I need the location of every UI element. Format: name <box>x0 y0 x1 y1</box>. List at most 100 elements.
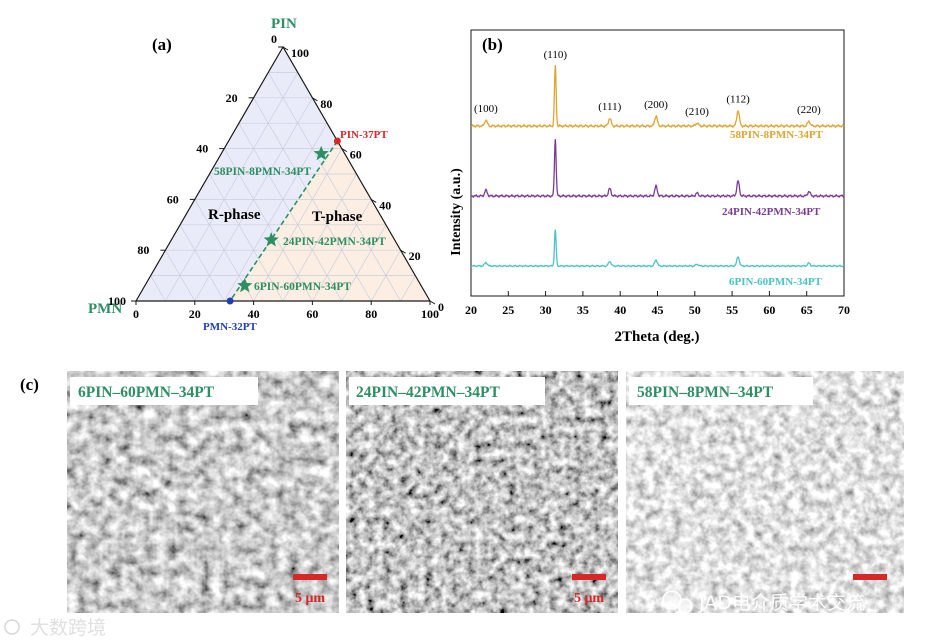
left-tick-label: 40 <box>196 142 208 156</box>
scale-bar-label: 5 μm <box>574 591 604 606</box>
grid-line <box>370 250 401 302</box>
left-tick-label: 80 <box>137 243 149 257</box>
peak-label-110: (110) <box>544 49 568 61</box>
right-tick-label: 20 <box>409 249 421 263</box>
grid-line <box>165 250 196 302</box>
peak-label-210: (210) <box>685 106 709 118</box>
composition-label-58pin: 58PIN-8PMN-34PT <box>214 166 311 178</box>
pmn32pt-label: PMN-32PT <box>203 321 257 333</box>
bottom-tick-label: 100 <box>421 307 439 321</box>
xrd-x-ticks <box>470 291 845 296</box>
grid-line <box>209 173 284 302</box>
xrd-series-label-58pin: 58PIN-8PMN-34PT <box>730 129 824 141</box>
left-tick-label: 100 <box>108 294 126 308</box>
t-phase-region <box>230 140 430 301</box>
right-tick-label: 40 <box>379 198 391 212</box>
xrd-series-label-6pin: 6PIN-60PMN-34PT <box>729 276 823 288</box>
sem-image-58pin: 58PIN–8PMN–34PT <box>626 371 904 613</box>
composition-star-58pin <box>313 145 329 161</box>
r-phase-label: R-phase <box>208 207 261 223</box>
bottom-tick-label: 20 <box>189 307 201 321</box>
grid-line <box>312 199 372 302</box>
pmn-vertex-label: PMN <box>88 301 122 317</box>
xrd-x-tick-label: 50 <box>689 303 701 317</box>
xrd-x-tick-label: 25 <box>502 303 514 317</box>
pin37pt-label: PIN-37PT <box>340 129 388 141</box>
sem-image-6pin: 6PIN–60PMN–34PT 5 μm <box>67 371 339 613</box>
tick-mark <box>312 97 318 102</box>
panel-b-label: (b) <box>482 35 503 54</box>
watermark-right-text: JAD电介质学术交流 <box>698 592 865 614</box>
composition-label-6pin: 6PIN-60PMN-34PT <box>254 281 351 293</box>
composition-star-24pin <box>263 232 279 247</box>
xrd-y-axis-label: Intensity (a.u.) <box>449 168 464 256</box>
xrd-x-tick-label: 65 <box>801 303 813 317</box>
grid-line <box>165 72 299 302</box>
peak-label-220: (220) <box>797 104 821 116</box>
right-tick-label: 60 <box>350 148 362 162</box>
sem-texture <box>67 371 339 613</box>
watermark-right: JAD电介质学术交流 <box>662 590 865 614</box>
sem-title-24pin: 24PIN–42PMN–34PT <box>356 384 500 401</box>
panel-c-label: (c) <box>20 375 39 394</box>
xrd-x-tick-label: 20 <box>465 303 477 317</box>
panel-a-ternary: (a) PIN PMN 0 20 40 60 80 100 100 80 60 … <box>88 16 444 333</box>
grid-line <box>150 275 166 302</box>
xrd-x-tick-label: 55 <box>726 303 738 317</box>
xrd-series-24pin <box>470 139 845 199</box>
scale-bar-label: 5 μm <box>295 591 325 606</box>
xrd-x-axis-label: 2Theta (deg.) <box>615 329 700 345</box>
ternary-grid <box>150 72 416 302</box>
tick-mark <box>370 198 377 203</box>
xrd-x-tick-label: 30 <box>540 303 552 317</box>
xrd-x-tick-label: 45 <box>652 303 664 317</box>
composition-star-6pin <box>237 277 253 293</box>
sem-image-24pin: 24PIN–42PMN–34PT 5 μm <box>346 371 618 613</box>
watermark-logo-icon <box>4 619 20 635</box>
xrd-plot-frame <box>470 29 845 297</box>
peak-label-100: (100) <box>474 103 498 115</box>
grid-line <box>341 224 387 302</box>
xrd-series-6pin <box>470 229 845 268</box>
right-tick-label: 80 <box>320 97 332 111</box>
grid-line <box>282 173 357 302</box>
bottom-tick-label: 40 <box>248 307 260 321</box>
wechat-icon-bubble <box>677 598 693 614</box>
peak-label-200: (200) <box>644 99 668 111</box>
left-tick-label: 60 <box>167 192 179 206</box>
ternary-outline <box>134 45 432 302</box>
panel-c-sem-images: (c) 6PIN–60PMN–34PT 5 μm 24PIN–42PMN–34P… <box>20 371 904 613</box>
tick-mark <box>400 249 406 254</box>
grid-line <box>238 123 343 302</box>
left-tick-label: 0 <box>271 32 277 46</box>
scale-bar <box>293 574 327 580</box>
bottom-tick-label: 60 <box>306 307 318 321</box>
bottom-tick-label: 0 <box>133 307 139 321</box>
xrd-x-tick-label: 35 <box>577 303 589 317</box>
grid-line <box>223 123 328 302</box>
sem-title-6pin: 6PIN–60PMN–34PT <box>78 384 215 401</box>
tick-mark <box>341 148 348 153</box>
sem-title-box <box>349 377 545 405</box>
mpb-dashed-line <box>229 140 339 302</box>
grid-line <box>400 275 416 302</box>
sem-texture <box>346 371 618 613</box>
bottom-tick-label: 80 <box>365 307 377 321</box>
scale-bar <box>572 574 606 580</box>
pmn32pt-marker <box>226 297 234 305</box>
xrd-x-tick-label: 40 <box>614 303 626 317</box>
left-tick-label: 20 <box>226 91 238 105</box>
scale-bar <box>853 574 887 580</box>
tick-mark <box>282 46 289 51</box>
grid-line <box>179 224 225 302</box>
watermark-left-text: 大数跨境 <box>30 617 106 639</box>
t-phase-label: T-phase <box>312 209 363 225</box>
xrd-x-tick-label: 60 <box>763 303 775 317</box>
xrd-series-58pin <box>470 65 845 129</box>
pin37pt-marker <box>333 137 341 145</box>
xrd-series-label-24pin: 24PIN-42PMN-34PT <box>722 206 821 218</box>
right-tick-label: 0 <box>438 300 444 314</box>
peak-label-112: (112) <box>726 93 750 105</box>
grid-line <box>267 72 401 302</box>
